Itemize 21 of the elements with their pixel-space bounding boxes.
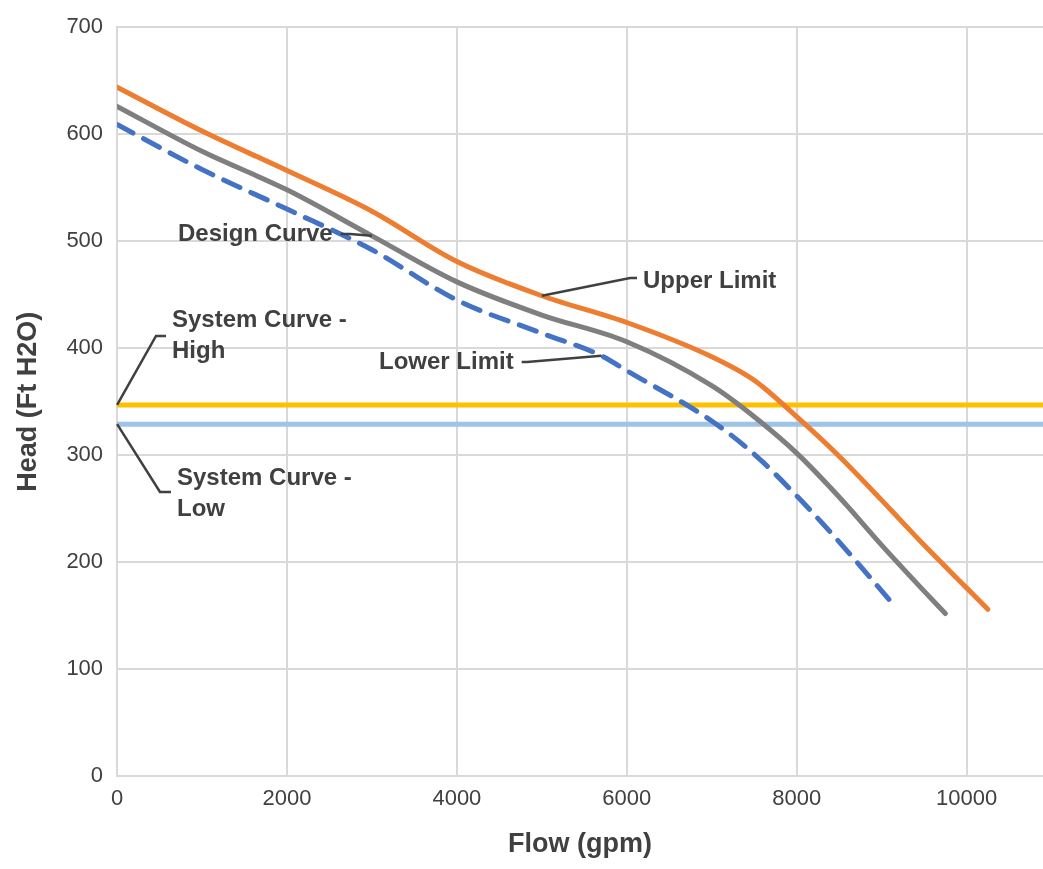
y-axis-title: Head (Ft H2O)	[11, 311, 42, 492]
x-tick-label: 2000	[262, 785, 312, 811]
y-tick-label: 300	[66, 441, 104, 467]
y-tick-label: 600	[66, 120, 104, 146]
y-tick-label: 500	[66, 227, 104, 253]
x-tick-label: 6000	[602, 785, 652, 811]
x-tick-label: 8000	[772, 785, 822, 811]
series-label: Design Curve	[178, 218, 333, 246]
x-tick-label: 10000	[935, 785, 998, 811]
series-label: System Curve - High	[172, 304, 347, 363]
series-label: System Curve - Low	[177, 462, 352, 521]
x-tick-label: 4000	[432, 785, 482, 811]
x-tick-label: 0	[110, 785, 124, 811]
y-tick-label: 0	[90, 762, 104, 788]
series-label: Lower Limit	[379, 346, 514, 374]
series-label: Upper Limit	[643, 265, 777, 293]
y-tick-label: 400	[66, 334, 104, 360]
x-axis-title: Flow (gpm)	[508, 828, 653, 859]
y-tick-label: 100	[66, 655, 104, 681]
y-tick-label: 200	[66, 548, 104, 574]
y-tick-label: 700	[66, 13, 104, 39]
